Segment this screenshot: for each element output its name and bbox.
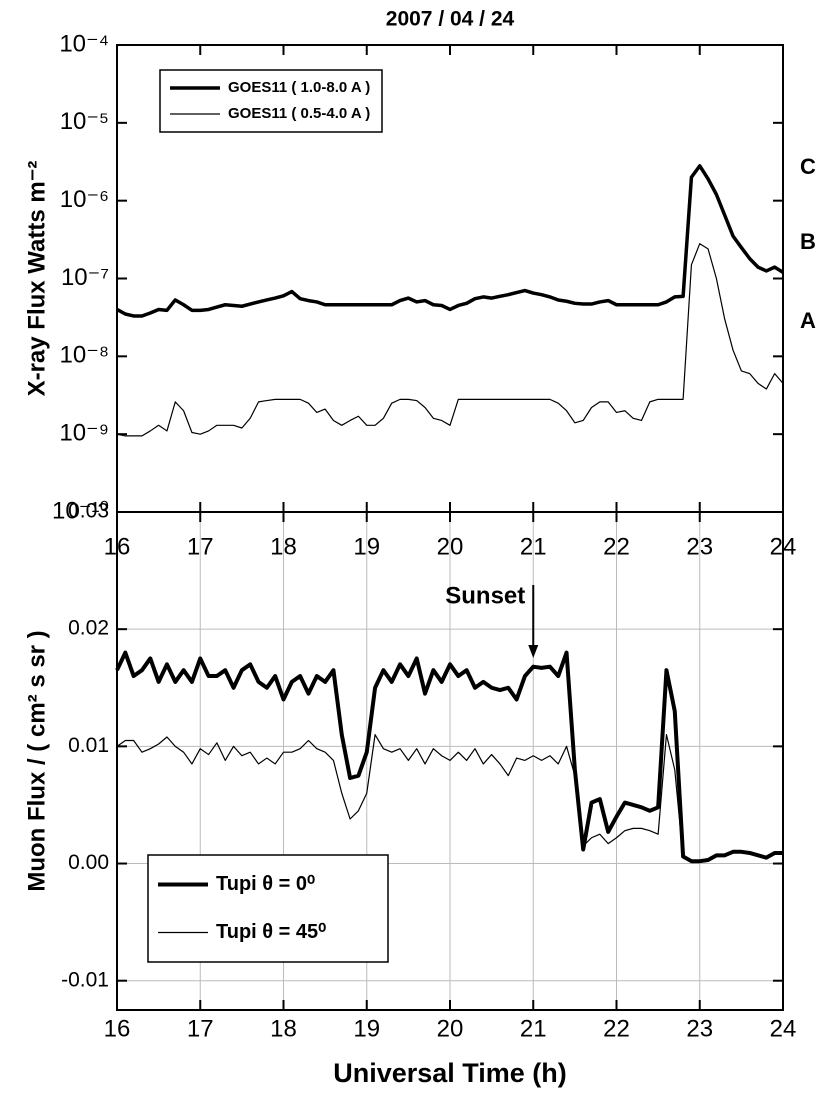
legend-label: Tupi θ = 45⁰ bbox=[216, 921, 326, 943]
data-line bbox=[116, 164, 784, 318]
x-tick-label: 17 bbox=[187, 1015, 214, 1042]
y-tick-label: 10⁻⁴ bbox=[59, 30, 109, 57]
y-tick-label: 10⁻⁶ bbox=[60, 186, 109, 213]
x-tick-label: 16 bbox=[104, 1015, 131, 1042]
x-tick-label: 23 bbox=[686, 1015, 713, 1042]
annotation: A bbox=[800, 308, 816, 333]
y-tick-label: 0.03 bbox=[68, 500, 109, 523]
y-axis-title: Muon Flux / ( cm² s sr ) bbox=[23, 630, 50, 891]
y-tick-label: 10⁻⁸ bbox=[60, 342, 110, 369]
annotation: C bbox=[800, 154, 816, 179]
y-tick-label: 10⁻⁹ bbox=[59, 420, 109, 447]
annotation: B bbox=[800, 229, 816, 254]
legend-box bbox=[147, 854, 389, 963]
data-line bbox=[116, 243, 784, 437]
legend-box bbox=[159, 69, 383, 133]
x-tick-label: 21 bbox=[520, 1015, 547, 1042]
data-line bbox=[116, 734, 784, 862]
x-tick-label: 19 bbox=[353, 1015, 380, 1042]
y-tick-label: 10⁻¹⁰ bbox=[52, 497, 109, 524]
x-tick-label: 18 bbox=[270, 1015, 297, 1042]
data-line bbox=[115, 650, 783, 864]
y-tick-label: 10⁻⁷ bbox=[61, 264, 109, 291]
x-axis-title: Universal Time (h) bbox=[333, 1058, 567, 1088]
chart-title: 2007 / 04 / 24 bbox=[386, 8, 515, 31]
y-tick-label: 0.02 bbox=[68, 617, 109, 640]
legend-label: GOES11 ( 0.5-4.0 A ) bbox=[228, 105, 370, 122]
x-tick-label: 24 bbox=[770, 1015, 797, 1042]
y-tick-label: 10⁻⁵ bbox=[60, 108, 109, 135]
y-tick-label: 0.01 bbox=[68, 734, 109, 757]
annotation-arrowhead bbox=[528, 645, 539, 658]
y-axis-title: X-ray Flux Watts m⁻² bbox=[23, 161, 50, 397]
legend-label: GOES11 ( 1.0-8.0 A ) bbox=[228, 79, 370, 96]
annotation: Sunset bbox=[445, 582, 525, 609]
x-tick-label: 22 bbox=[603, 1015, 630, 1042]
y-tick-label: 0.00 bbox=[68, 851, 109, 874]
y-tick-label: -0.01 bbox=[61, 968, 109, 991]
x-tick-label: 20 bbox=[437, 1015, 464, 1042]
legend-label: Tupi θ = 0⁰ bbox=[216, 873, 315, 895]
